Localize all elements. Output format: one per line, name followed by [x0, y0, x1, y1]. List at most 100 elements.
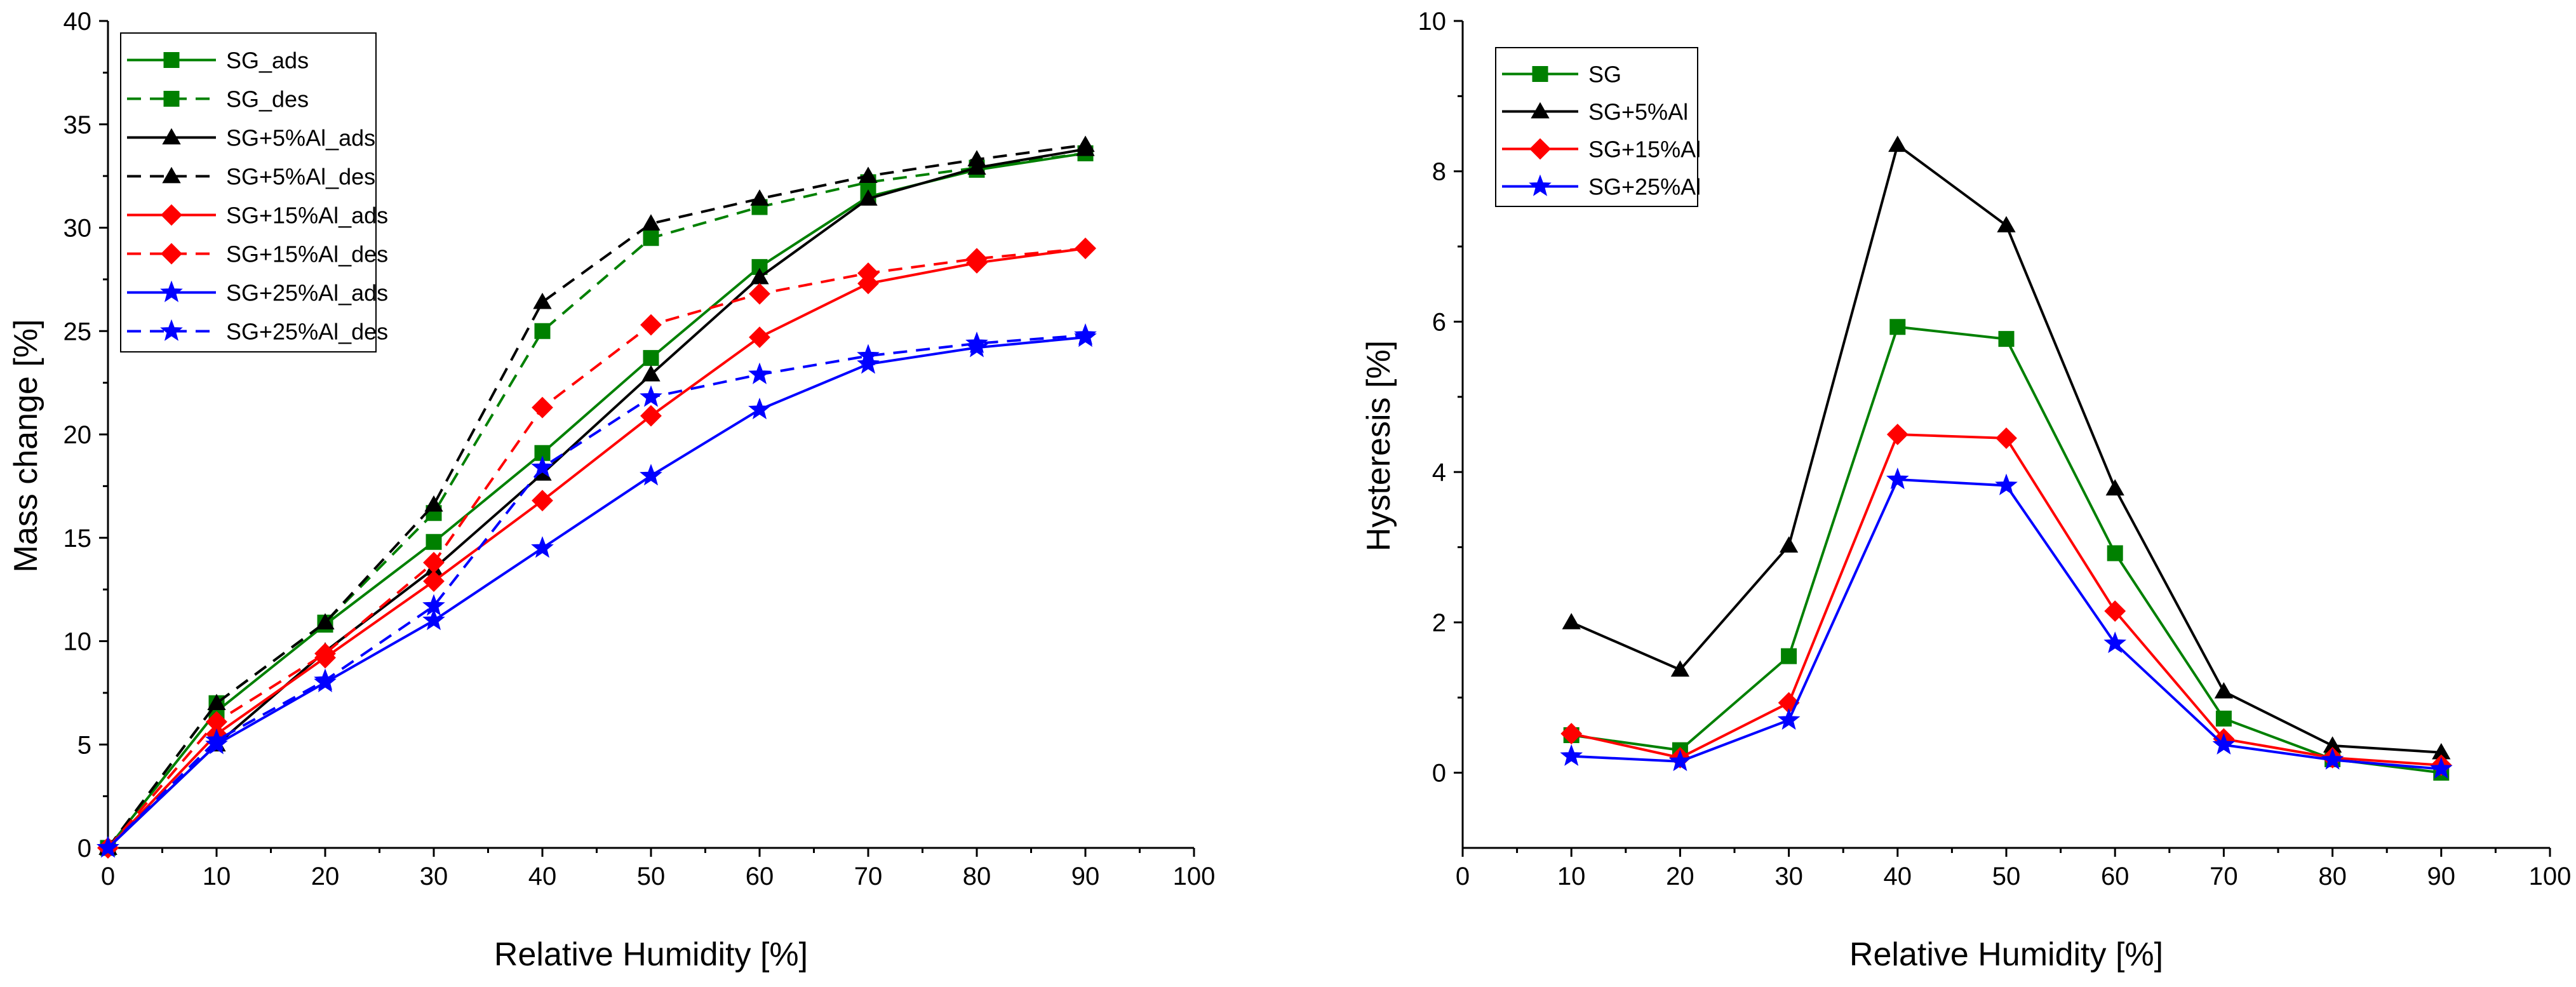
- data-point: [2215, 710, 2232, 727]
- y-tick-label: 15: [64, 525, 92, 553]
- y-tick-label: 35: [64, 111, 92, 139]
- y-axis-title: Mass change [%]: [8, 319, 44, 573]
- data-point: [641, 365, 661, 382]
- data-point: [640, 464, 662, 486]
- legend-marker: [1532, 66, 1548, 82]
- data-point: [2105, 479, 2124, 496]
- data-point: [749, 326, 770, 348]
- x-tick-label: 50: [637, 863, 666, 890]
- data-point: [748, 362, 771, 384]
- data-point: [641, 214, 661, 231]
- legend-label: SG_ads: [226, 48, 309, 74]
- legend: SG_ads SG_des SG+5%Al_ads SG+5%Al_des SG+15%…: [120, 32, 388, 352]
- data-point: [1668, 749, 1692, 772]
- data-point: [424, 495, 443, 512]
- data-point: [2104, 600, 2126, 622]
- series-line: [107, 152, 1086, 849]
- data-point: [1560, 723, 1583, 744]
- data-point: [1076, 135, 1095, 152]
- series-line: [107, 247, 1086, 849]
- data-point: [2214, 682, 2234, 699]
- y-tick-label: 0: [1432, 760, 1446, 788]
- data-point: [1997, 216, 2016, 232]
- mass-change-chart: 0 10 20 30 40 50 60 70 80 90 100 0 5 10 15 20 25 30 35 40 Re…: [8, 8, 1215, 973]
- x-tick-label: 10: [203, 863, 231, 890]
- data-point: [2321, 748, 2344, 770]
- y-axis-title: Hysteresis [%]: [1360, 340, 1397, 551]
- y-tick-label: 10: [1418, 8, 1447, 36]
- series-line: [107, 147, 1086, 849]
- legend-marker: [1529, 174, 1552, 196]
- series-line: [107, 336, 1086, 849]
- x-tick-label: 0: [101, 863, 115, 890]
- data-point: [967, 158, 986, 175]
- legend-label: SG: [1588, 62, 1621, 88]
- data-point: [423, 551, 445, 574]
- x-tick-label: 20: [311, 863, 340, 890]
- x-tick-label: 20: [1666, 863, 1694, 890]
- data-point: [1560, 744, 1583, 766]
- x-tick-label: 40: [1884, 863, 1912, 890]
- y-tick-label: 25: [64, 318, 92, 346]
- data-point: [857, 344, 880, 366]
- legend-marker: [163, 52, 180, 68]
- data-point: [1777, 708, 1801, 730]
- data-point: [316, 613, 335, 630]
- y-tick-label: 6: [1432, 308, 1446, 336]
- data-point: [640, 405, 662, 427]
- data-point: [531, 536, 554, 558]
- data-point: [1888, 135, 1907, 152]
- data-point: [207, 694, 226, 710]
- x-axis-title: Relative Humidity [%]: [1849, 936, 2163, 973]
- data-point: [532, 490, 553, 512]
- series-line: [1571, 325, 2442, 774]
- data-point: [640, 385, 662, 407]
- data-point: [748, 398, 771, 420]
- y-tick-label: 40: [64, 8, 92, 36]
- x-tick-label: 10: [1557, 863, 1586, 890]
- x-tick-label: 70: [854, 863, 883, 890]
- legend-label: SG+25%Al_ads: [226, 280, 388, 306]
- data-point: [205, 728, 228, 750]
- x-tick-label: 80: [963, 863, 991, 890]
- legend-marker: [1531, 102, 1550, 119]
- data-point: [1562, 613, 1581, 629]
- data-point: [965, 331, 988, 354]
- legend-label: SG+15%Al_ads: [226, 203, 388, 229]
- x-tick-label: 60: [2101, 863, 2130, 890]
- data-point: [1995, 473, 2018, 495]
- data-point: [1889, 319, 1906, 335]
- data-point: [97, 836, 119, 858]
- data-point: [314, 668, 337, 690]
- y-tick-label: 30: [64, 215, 92, 243]
- legend-label: SG+15%Al: [1588, 137, 1701, 163]
- legend-label: SG+15%Al_des: [226, 241, 388, 267]
- x-tick-label: 90: [1071, 863, 1100, 890]
- data-point: [531, 455, 554, 478]
- legend-box: [120, 32, 377, 352]
- data-point: [1998, 331, 2015, 347]
- data-point: [1781, 648, 1797, 664]
- data-point: [643, 350, 659, 366]
- data-point: [533, 292, 552, 309]
- data-point: [2429, 756, 2453, 779]
- x-tick-label: 70: [2210, 863, 2238, 890]
- x-tick-label: 100: [2529, 863, 2572, 890]
- hysteresis-chart: 0 10 20 30 40 50 60 70 80 90 100 0 2 4 6 8 10 Relative Hu…: [1360, 8, 2571, 973]
- legend-marker: [161, 243, 182, 265]
- series-SG+25%Al_des: [97, 323, 1097, 858]
- y-tick-label: 2: [1432, 609, 1446, 637]
- x-tick-label: 50: [1992, 863, 2021, 890]
- legend-label: SG_des: [226, 86, 309, 112]
- data-point: [857, 352, 880, 374]
- legend-label: SG+5%Al_des: [226, 164, 375, 190]
- data-point: [2107, 545, 2123, 561]
- data-point: [532, 396, 553, 419]
- y-tick-label: 8: [1432, 158, 1446, 186]
- data-point: [423, 570, 445, 593]
- x-tick-label: 90: [2427, 863, 2456, 890]
- series-SG+5%Al: [1562, 135, 2451, 760]
- data-point: [966, 248, 988, 270]
- data-point: [314, 643, 336, 664]
